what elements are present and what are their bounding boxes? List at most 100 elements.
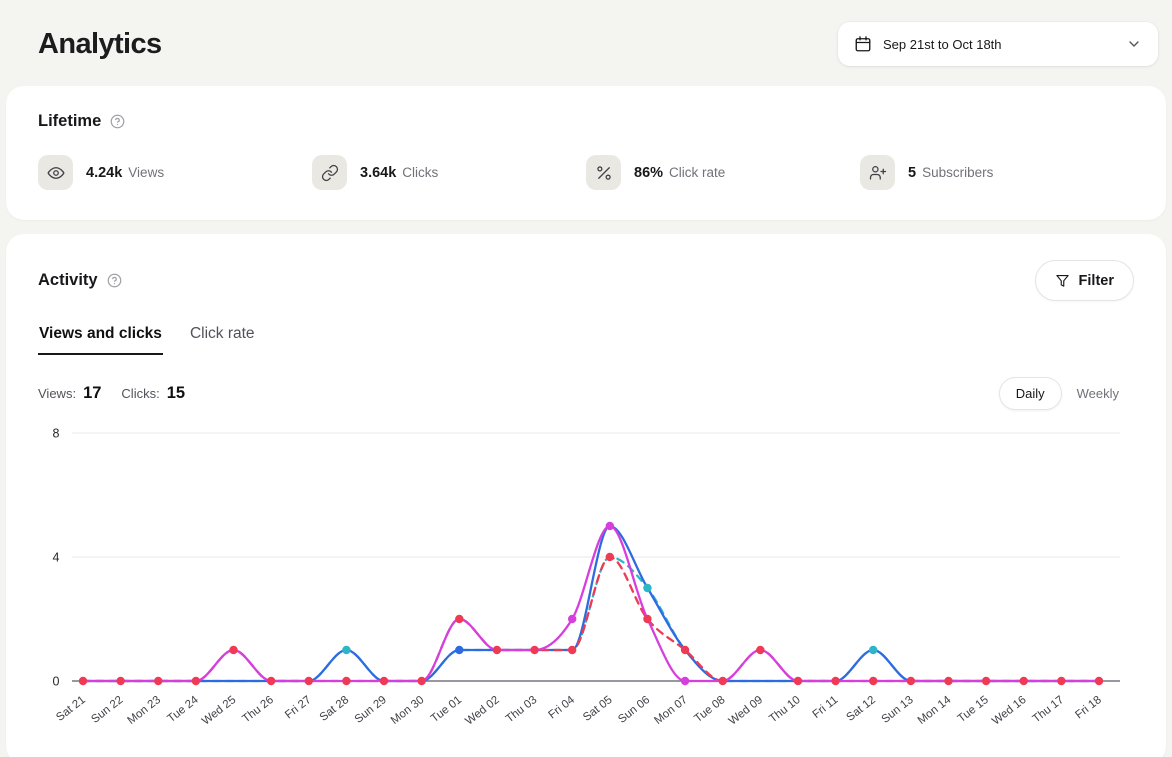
stat-label: Views (128, 165, 165, 180)
data-point-views[interactable] (567, 614, 577, 624)
x-tick-label: Tue 08 (692, 694, 727, 725)
granularity-toggle: Daily Weekly (998, 377, 1134, 410)
data-point-unique-clicks[interactable] (869, 645, 878, 655)
data-point-unique-views[interactable] (1057, 676, 1066, 686)
stat-label: Clicks (402, 165, 439, 180)
data-point-unique-views[interactable] (191, 676, 201, 686)
x-tick-label: Wed 25 (200, 694, 238, 728)
x-tick-label: Mon 14 (916, 694, 954, 727)
data-point-unique-views[interactable] (266, 676, 276, 686)
help-circle-icon[interactable] (107, 273, 122, 288)
data-point-unique-clicks[interactable] (643, 583, 652, 593)
x-tick-label: Thu 26 (240, 694, 276, 726)
views-summary-label: Views: (38, 386, 77, 401)
activity-card: Activity Filter Views and clicks Click r… (6, 234, 1166, 757)
data-point-unique-views[interactable] (756, 645, 765, 655)
funnel-icon (1055, 273, 1070, 288)
data-point-unique-views[interactable] (831, 676, 840, 686)
views-summary-value: 17 (83, 384, 102, 402)
data-point-unique-views[interactable] (605, 552, 615, 562)
data-point-unique-views[interactable] (718, 676, 727, 686)
stat-subscribers: 5 Subscribers (860, 155, 1134, 190)
x-tick-label: Mon 30 (389, 694, 427, 727)
data-point-unique-clicks[interactable] (342, 645, 351, 655)
data-point-unique-views[interactable] (680, 645, 690, 655)
data-point-unique-views[interactable] (1019, 676, 1028, 686)
chart-axes: 8 4 0 (53, 427, 1120, 689)
x-tick-label: Sat 21 (54, 694, 88, 724)
x-tick-label: Tue 15 (956, 694, 991, 725)
filter-button[interactable]: Filter (1034, 260, 1134, 301)
data-point-unique-views[interactable] (944, 676, 953, 686)
data-point-unique-views[interactable] (116, 676, 125, 686)
data-point-unique-views[interactable] (643, 614, 652, 624)
x-tick-label: Tue 01 (429, 694, 464, 725)
data-point-unique-views[interactable] (154, 676, 163, 686)
stat-clicks: 3.64k Clicks (312, 155, 586, 190)
series-line-unique-clicks (81, 555, 1101, 683)
x-tick-label: Fri 18 (1073, 694, 1104, 722)
data-point-views[interactable] (605, 521, 615, 531)
lifetime-stats: 4.24k Views 3.64k Clicks (38, 155, 1134, 190)
data-point-unique-views[interactable] (342, 676, 351, 686)
series-line-views (81, 524, 1101, 683)
series-line-unique-views (81, 555, 1101, 683)
link-icon (312, 155, 347, 190)
data-point-unique-views[interactable] (869, 676, 878, 686)
date-range-picker[interactable]: Sep 21st to Oct 18th (838, 22, 1158, 66)
x-tick-label: Sun 22 (89, 694, 125, 726)
clicks-summary-value: 15 (166, 384, 186, 402)
y-tick-label: 4 (53, 551, 60, 565)
y-tick-label: 0 (53, 675, 60, 689)
topbar: Analytics Sep 21st to Oct 18th (0, 0, 1172, 86)
weekly-button[interactable]: Weekly (1062, 377, 1134, 410)
help-circle-icon[interactable] (110, 114, 125, 129)
data-point-unique-views[interactable] (229, 645, 238, 655)
filter-label: Filter (1078, 272, 1114, 289)
y-tick-label: 8 (53, 427, 60, 441)
daily-button[interactable]: Daily (998, 377, 1062, 410)
percent-icon (586, 155, 621, 190)
data-point-unique-views[interactable] (567, 645, 577, 655)
x-tick-label: Wed 02 (463, 694, 501, 728)
data-point-clicks[interactable] (455, 645, 464, 655)
stat-value: 3.64k (360, 164, 397, 181)
eye-icon (38, 155, 73, 190)
chart-area: 8 4 0 Sat 21 Sun 22 Mon 23 Tue 24 Wed 25 Thu 26 F… (38, 418, 1134, 741)
x-tick-label: Wed 16 (990, 694, 1028, 728)
lifetime-title: Lifetime (38, 112, 102, 130)
data-point-unique-views[interactable] (1094, 676, 1104, 686)
data-point-unique-views[interactable] (530, 645, 539, 655)
data-point-unique-views[interactable] (455, 614, 464, 624)
data-point-unique-views[interactable] (492, 645, 502, 655)
calendar-icon (854, 35, 872, 53)
x-tick-label: Wed 09 (727, 694, 765, 728)
tab-views-and-clicks[interactable]: Views and clicks (38, 325, 163, 355)
stat-label: Subscribers (922, 165, 994, 180)
data-point-unique-views[interactable] (906, 676, 916, 686)
stat-value: 5 (908, 164, 917, 181)
data-point-unique-views[interactable] (304, 676, 313, 686)
data-point-unique-views[interactable] (379, 676, 389, 686)
data-point-unique-views[interactable] (78, 676, 88, 686)
data-point-views[interactable] (680, 676, 690, 686)
tab-click-rate[interactable]: Click rate (189, 325, 256, 355)
x-tick-label: Tue 24 (165, 694, 201, 726)
page-title: Analytics (38, 27, 162, 60)
x-tick-label: Sat 05 (581, 694, 615, 724)
data-point-unique-views[interactable] (981, 676, 991, 686)
data-point-unique-views[interactable] (417, 676, 426, 686)
x-tick-label: Thu 10 (767, 694, 803, 726)
date-range-label: Sep 21st to Oct 18th (883, 36, 1002, 52)
x-tick-label: Thu 17 (1031, 694, 1067, 726)
x-tick-label: Sat 12 (844, 694, 878, 724)
data-point-unique-views[interactable] (793, 676, 803, 686)
activity-tabs: Views and clicks Click rate (38, 325, 1134, 355)
stat-label: Click rate (669, 165, 726, 180)
x-tick-label: Fri 04 (546, 694, 577, 722)
stat-click-rate: 86% Click rate (586, 155, 860, 190)
x-tick-label: Mon 07 (652, 694, 690, 727)
user-plus-icon (860, 155, 895, 190)
